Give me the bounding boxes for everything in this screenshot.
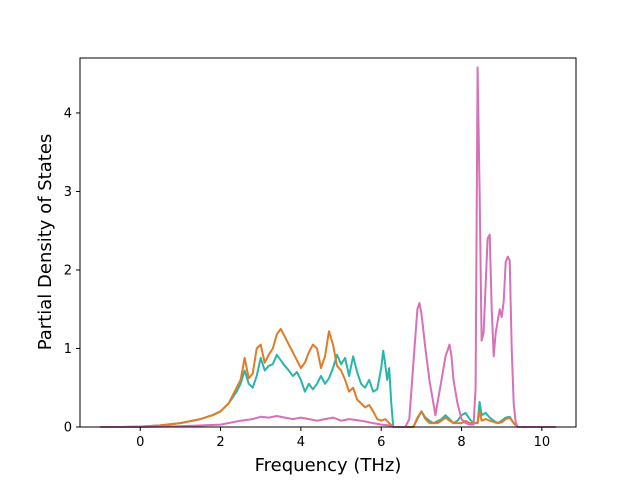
x-tick-label: 2 xyxy=(216,435,224,450)
series-line-2 xyxy=(100,327,556,428)
x-tick-label: 4 xyxy=(297,435,305,450)
plot-frame xyxy=(79,57,577,428)
x-axis-title: Frequency (THz) xyxy=(255,455,402,476)
y-tick-label: 1 xyxy=(64,342,72,357)
y-tick-label: 4 xyxy=(64,106,72,121)
y-axis: 0 1 2 3 4 xyxy=(64,106,80,436)
y-tick-label: 3 xyxy=(64,185,72,200)
x-tick-label: 6 xyxy=(377,435,385,450)
y-axis-title: Partial Density of States xyxy=(35,134,56,351)
x-axis: 0 2 4 6 8 10 xyxy=(136,427,550,450)
x-tick-label: 8 xyxy=(457,435,465,450)
series-layer xyxy=(100,66,556,428)
series-line-1 xyxy=(100,349,556,428)
y-tick-label: 0 xyxy=(64,421,72,436)
series-line-3 xyxy=(100,66,556,428)
x-tick-label: 10 xyxy=(534,435,551,450)
x-tick-label: 0 xyxy=(136,435,144,450)
y-tick-label: 2 xyxy=(64,263,72,278)
